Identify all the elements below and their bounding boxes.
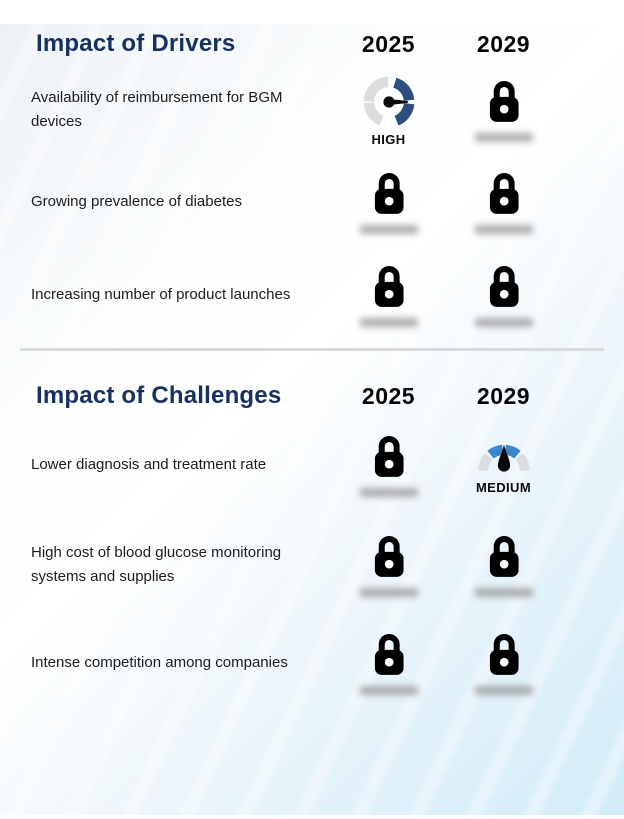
- impact-level-label: MEDIUM: [475, 479, 532, 495]
- blurred-redacted-value: [359, 318, 418, 327]
- section-divider: [20, 348, 604, 351]
- impact-analysis-infographic: Impact of Drivers 2025 2029 Availability…: [0, 24, 624, 819]
- lock-icon: [484, 170, 524, 216]
- impact-cell-2025: [331, 533, 446, 597]
- drivers-header-row: Impact of Drivers 2025 2029: [0, 24, 624, 64]
- driver-label: Growing prevalence of diabetes: [31, 193, 242, 210]
- lock-icon: [369, 533, 409, 579]
- table-row-challenge-diagnosis: Lower diagnosis and treatment rate MEDIU…: [0, 415, 624, 515]
- lock-icon: [369, 433, 409, 479]
- impact-cell-2029: [446, 170, 561, 234]
- blurred-redacted-value: [474, 686, 533, 695]
- blurred-redacted-value: [359, 686, 418, 695]
- impact-cell-2025: [331, 170, 446, 234]
- column-header-2029: 2029: [476, 382, 531, 409]
- impact-cell-2029: [446, 263, 561, 327]
- blurred-redacted-value: [359, 588, 418, 597]
- table-row-challenge-cost: High cost of blood glucose monitoring sy…: [0, 515, 624, 615]
- table-row-driver-reimbursement: Availability of reimbursement for BGM de…: [0, 64, 624, 156]
- blurred-redacted-value: [474, 225, 533, 234]
- blurred-redacted-value: [359, 225, 418, 234]
- challenge-label: Intense competition among companies: [31, 654, 288, 671]
- impact-cell-2025: [331, 263, 446, 327]
- table-row-driver-prevalence: Growing prevalence of diabetes: [0, 156, 624, 248]
- section-drivers: Impact of Drivers 2025 2029 Availability…: [0, 24, 624, 342]
- lock-icon: [369, 170, 409, 216]
- section-challenges: Impact of Challenges 2025 2029 Lower dia…: [0, 377, 624, 711]
- table-row-driver-launches: Increasing number of product launches: [0, 248, 624, 342]
- blurred-redacted-value: [474, 588, 533, 597]
- challenge-label: High cost of blood glucose monitoring sy…: [31, 544, 282, 585]
- impact-cell-2025: [331, 433, 446, 497]
- lock-icon: [484, 533, 524, 579]
- drivers-section-title: Impact of Drivers: [36, 30, 236, 57]
- lock-icon: [484, 263, 524, 309]
- column-header-2025: 2025: [361, 382, 416, 409]
- impact-cell-2029: [446, 631, 561, 695]
- impact-cell-2029: [446, 533, 561, 597]
- impact-cell-2029: [446, 78, 561, 142]
- column-header-2025: 2025: [361, 30, 416, 57]
- gauge-high-icon: [361, 74, 417, 130]
- lock-icon: [369, 631, 409, 677]
- blurred-redacted-value: [474, 133, 533, 142]
- challenges-header-row: Impact of Challenges 2025 2029: [0, 377, 624, 415]
- column-header-2029: 2029: [476, 30, 531, 57]
- impact-level-label: HIGH: [371, 131, 406, 147]
- impact-cell-2025: [331, 631, 446, 695]
- driver-label: Increasing number of product launches: [31, 286, 291, 303]
- lock-icon: [484, 78, 524, 124]
- blurred-redacted-value: [474, 318, 533, 327]
- blurred-redacted-value: [359, 488, 418, 497]
- challenges-section-title: Impact of Challenges: [36, 382, 282, 409]
- challenge-label: Lower diagnosis and treatment rate: [31, 456, 267, 473]
- driver-label: Availability of reimbursement for BGM de…: [31, 89, 283, 130]
- lock-icon: [369, 263, 409, 309]
- table-row-challenge-competition: Intense competition among companies: [0, 615, 624, 711]
- lock-icon: [484, 631, 524, 677]
- page-bottom-edge: [0, 815, 624, 819]
- gauge-medium-icon: [475, 436, 533, 478]
- impact-cell-2029: MEDIUM: [446, 436, 561, 495]
- impact-cell-2025: HIGH: [331, 74, 446, 147]
